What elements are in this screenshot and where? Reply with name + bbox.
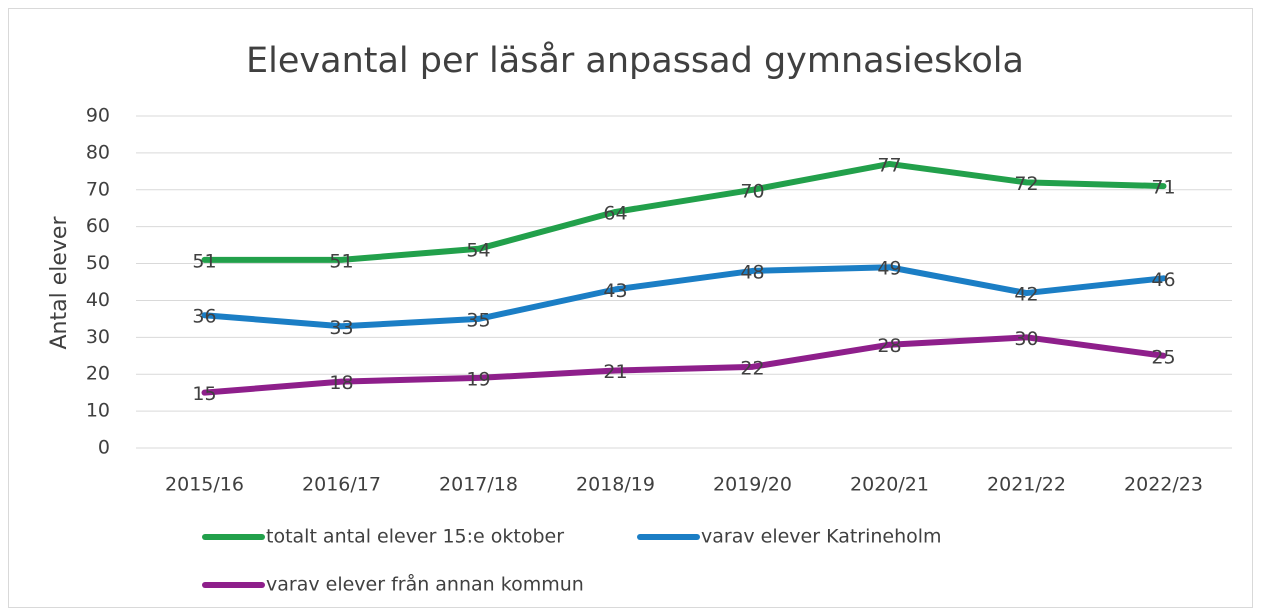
legend-label: totalt antal elever 15:e oktober <box>266 526 564 548</box>
data-label: 15 <box>192 383 216 405</box>
data-label: 77 <box>877 154 901 176</box>
data-label: 21 <box>603 361 627 383</box>
data-label: 48 <box>740 261 764 283</box>
data-label: 70 <box>740 180 764 202</box>
data-label: 25 <box>1151 346 1175 368</box>
y-tick-label: 0 <box>98 437 110 459</box>
x-tick-label: 2022/23 <box>1124 474 1203 496</box>
data-label: 72 <box>1014 173 1038 195</box>
x-tick-label: 2017/18 <box>439 474 518 496</box>
series-line <box>201 160 1167 263</box>
y-tick-label: 70 <box>86 178 110 200</box>
y-tick-label: 20 <box>86 363 110 385</box>
x-tick-label: 2021/22 <box>987 474 1066 496</box>
data-label: 19 <box>466 368 490 390</box>
y-tick-label: 30 <box>86 326 110 348</box>
data-label: 18 <box>329 372 353 394</box>
data-label: 35 <box>466 309 490 331</box>
data-label: 43 <box>603 280 627 302</box>
legend-label: varav elever Katrineholm <box>701 526 942 548</box>
chart-border <box>8 8 1253 608</box>
data-label: 22 <box>740 357 764 379</box>
y-tick-label: 10 <box>86 400 110 422</box>
data-label: 54 <box>466 239 490 261</box>
data-label: 30 <box>1014 328 1038 350</box>
chart-title: Elevantal per läsår anpassad gymnasiesko… <box>246 40 1024 81</box>
data-label: 51 <box>329 250 353 272</box>
data-label: 33 <box>329 317 353 339</box>
series-line <box>201 264 1167 330</box>
x-tick-label: 2020/21 <box>850 474 929 496</box>
y-tick-label: 80 <box>86 141 110 163</box>
x-tick-label: 2015/16 <box>165 474 244 496</box>
x-tick-label: 2019/20 <box>713 474 792 496</box>
x-tick-label: 2016/17 <box>302 474 381 496</box>
y-tick-label: 40 <box>86 289 110 311</box>
data-label: 46 <box>1151 269 1175 291</box>
data-label: 51 <box>192 250 216 272</box>
legend-label: varav elever från annan kommun <box>266 573 584 596</box>
series-line <box>201 334 1167 396</box>
y-tick-label: 50 <box>86 252 110 274</box>
data-label: 42 <box>1014 284 1038 306</box>
data-label: 64 <box>603 202 627 224</box>
y-axis-label: Antal elever <box>47 216 72 350</box>
data-label: 36 <box>192 306 216 328</box>
data-label: 28 <box>877 335 901 357</box>
y-tick-label: 90 <box>86 105 110 127</box>
data-label: 49 <box>877 258 901 280</box>
data-label: 71 <box>1151 177 1175 199</box>
y-tick-label: 60 <box>86 215 110 237</box>
x-tick-label: 2018/19 <box>576 474 655 496</box>
